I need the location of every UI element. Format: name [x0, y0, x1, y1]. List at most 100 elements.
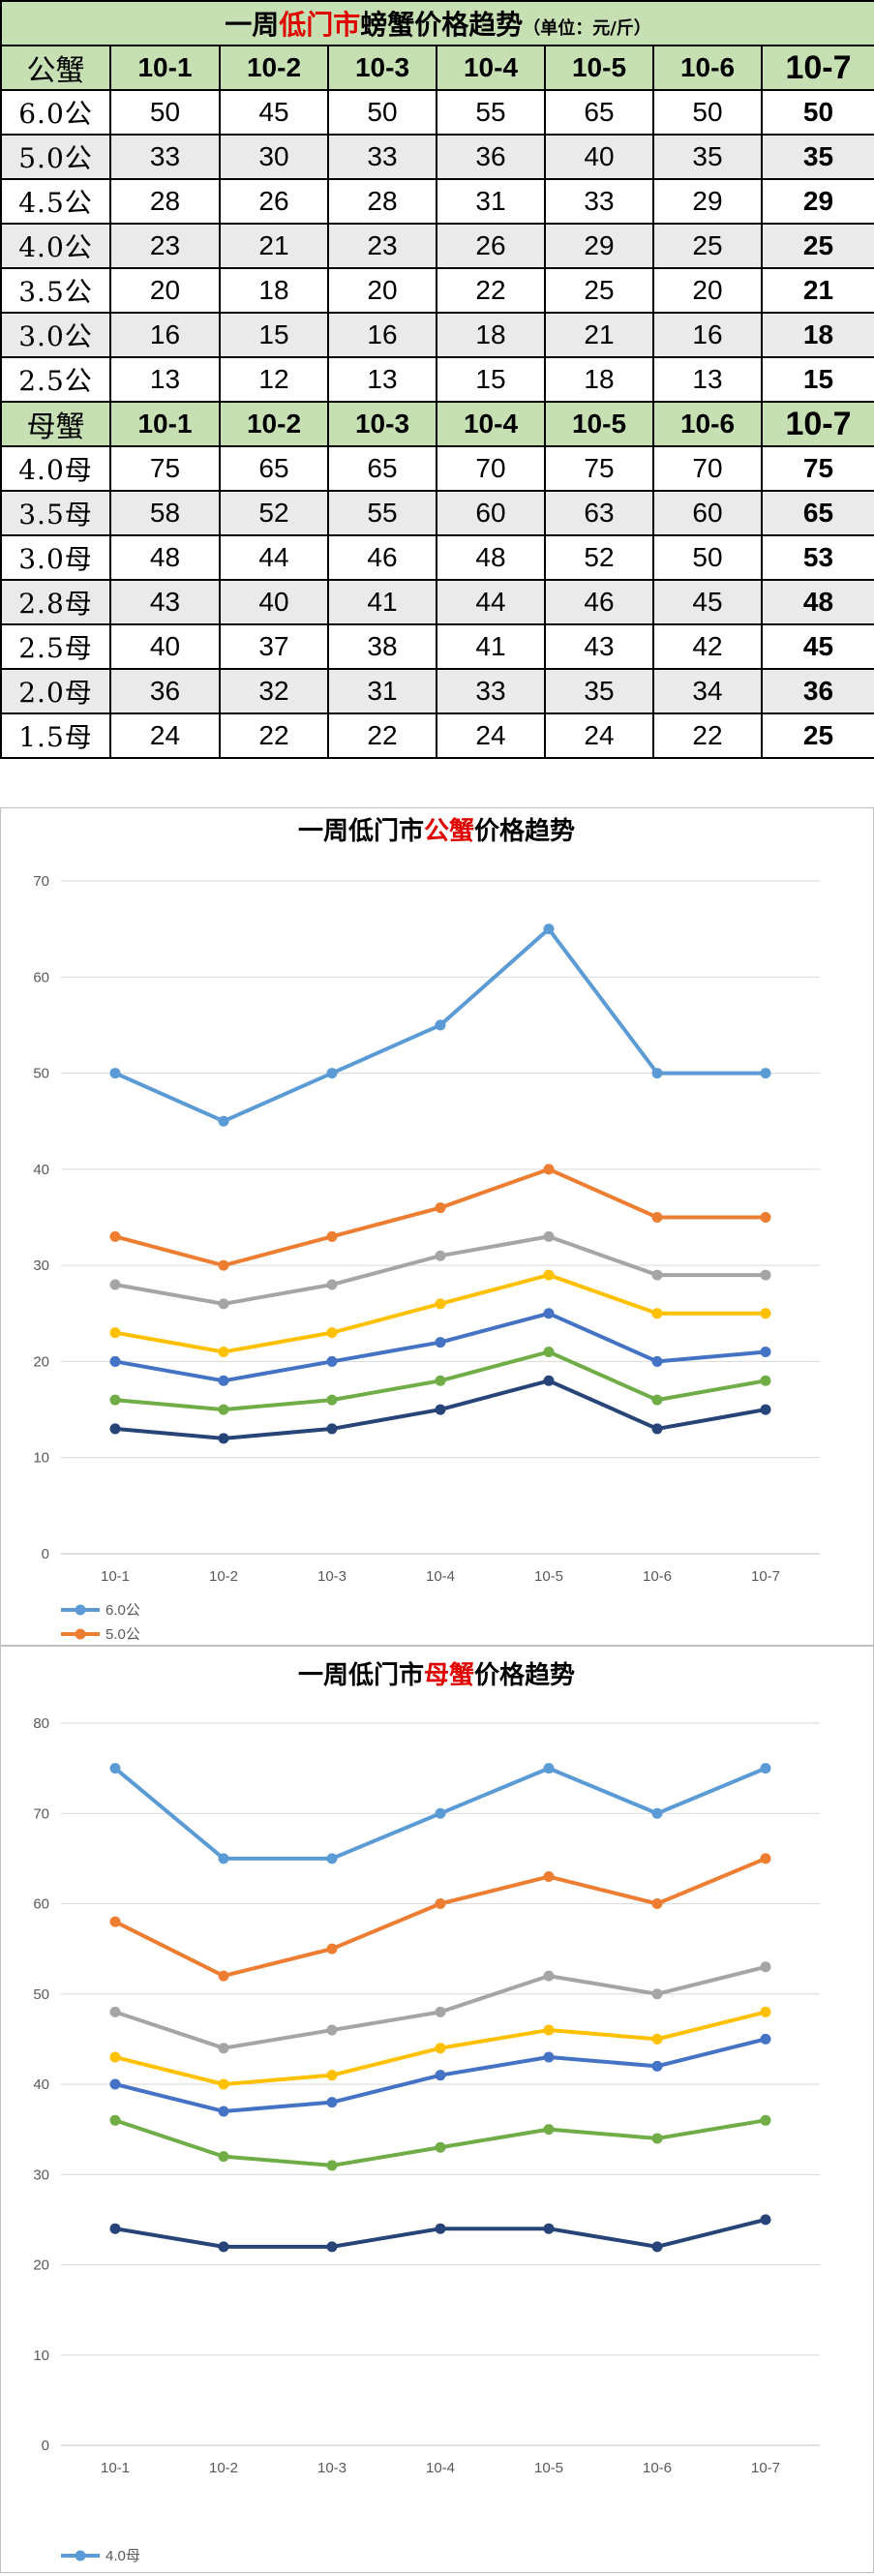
y-tick-label: 10: [33, 2348, 49, 2364]
price-cell: 22: [652, 712, 763, 759]
price-cell: 24: [109, 712, 221, 759]
data-point: [218, 1433, 229, 1444]
date-header: 10-4: [436, 45, 546, 91]
data-point: [109, 1423, 121, 1435]
data-point: [543, 1347, 555, 1357]
data-point: [218, 1115, 229, 1127]
price-cell: 24: [436, 712, 546, 759]
price-cell: 12: [219, 356, 329, 403]
data-point: [109, 1355, 121, 1367]
price-cell: 16: [652, 312, 763, 358]
data-point: [543, 1970, 555, 1982]
row-label: 2.5公: [0, 356, 111, 403]
price-cell: 65: [544, 89, 654, 136]
price-cell: 21: [761, 267, 874, 314]
price-cell: 52: [219, 490, 329, 536]
data-point: [435, 2006, 446, 2017]
price-cell: 18: [436, 312, 546, 358]
price-cell: 21: [219, 223, 329, 269]
data-point: [218, 1404, 229, 1415]
price-cell: 18: [761, 312, 874, 358]
x-tick-label: 10-7: [751, 2460, 780, 2476]
chart-legend: 6.0公 5.0公: [61, 1602, 140, 1643]
x-tick-label: 10-2: [209, 2460, 238, 2476]
price-cell: 29: [652, 178, 763, 225]
table-row: 2.0母 36 32 31 33 35 34 36: [0, 668, 874, 714]
table-row: 4.0公 23 21 23 26 29 25 25: [0, 223, 874, 269]
male-crab-chart-svg: 一周低门市公蟹价格趋势 0 10 20 30 40 50 60 70 10-1 10-2 10-3 10…: [33, 816, 820, 1643]
y-tick-label: 0: [42, 1546, 49, 1562]
data-point: [218, 1259, 229, 1271]
y-tick-label: 30: [33, 1258, 49, 1274]
y-tick-label: 30: [33, 2167, 49, 2183]
y-tick-label: 50: [33, 1986, 49, 2003]
price-cell: 25: [761, 223, 874, 269]
price-cell: 35: [544, 668, 654, 714]
price-cell: 25: [544, 267, 654, 314]
table-row: 4.5公 28 26 28 31 33 29 29: [0, 178, 874, 225]
data-point: [760, 1308, 771, 1319]
data-point: [543, 2024, 555, 2036]
price-cell: 20: [652, 267, 763, 314]
data-point: [651, 1423, 663, 1435]
data-point: [326, 1327, 338, 1339]
data-point: [543, 2223, 555, 2234]
price-cell: 20: [109, 267, 221, 314]
chart-title-highlight: 母蟹: [424, 1660, 474, 1690]
data-point: [435, 1337, 446, 1349]
price-table: 一周低门市螃蟹价格趋势（单位：元/斤） 公蟹 10-1 10-2 10-3 10-4 10-…: [0, 0, 874, 759]
data-point: [543, 1763, 555, 1774]
date-header: 10-7: [761, 401, 874, 447]
price-cell: 37: [219, 623, 329, 670]
data-point: [326, 2097, 338, 2108]
price-cell: 31: [436, 178, 546, 225]
data-point: [435, 1807, 446, 1819]
price-cell: 70: [652, 445, 763, 492]
price-cell: 65: [327, 445, 437, 492]
data-point: [109, 1394, 121, 1406]
data-point: [651, 1988, 663, 2000]
chart-title: 一周低门市母蟹价格趋势: [298, 1660, 575, 1690]
data-point: [760, 1404, 771, 1415]
data-point: [109, 2223, 121, 2234]
data-point: [651, 2241, 663, 2253]
price-cell: 40: [544, 134, 654, 180]
data-point: [760, 1961, 771, 1973]
data-point: [760, 1212, 771, 1223]
row-label: 3.5母: [0, 490, 111, 536]
data-point: [760, 1269, 771, 1281]
data-point: [435, 2223, 446, 2234]
data-point: [651, 1394, 663, 1406]
chart-title: 一周低门市公蟹价格趋势: [298, 816, 575, 846]
data-point: [651, 2060, 663, 2072]
date-header: 10-3: [327, 401, 437, 447]
y-tick-label: 80: [33, 1715, 49, 1732]
price-cell: 33: [109, 134, 221, 180]
table-row: 1.5母 24 22 22 24 24 22 25: [0, 712, 874, 759]
chart-title-left: 一周低门市: [298, 816, 424, 846]
price-cell: 46: [327, 534, 437, 581]
date-header: 10-6: [652, 401, 763, 447]
price-cell: 22: [327, 712, 437, 759]
female-crab-chart: 一周低门市母蟹价格趋势 0 10 20 30 40 50 60 70 80 10-1 10-2 10-3…: [0, 1646, 874, 2573]
data-point: [218, 2043, 229, 2054]
y-tick-label: 40: [33, 1162, 49, 1178]
male-header-row-label: 公蟹: [0, 45, 111, 91]
data-point: [543, 1871, 555, 1883]
date-header: 10-5: [544, 401, 654, 447]
data-point: [109, 1916, 121, 1927]
x-tick-label: 10-4: [426, 2460, 455, 2476]
y-tick-label: 10: [33, 1450, 49, 1467]
data-point: [435, 1404, 446, 1415]
data-point: [326, 1279, 338, 1290]
price-cell: 50: [761, 89, 874, 136]
data-point: [543, 1269, 555, 1281]
data-point: [543, 1164, 555, 1175]
date-header: 10-1: [109, 401, 221, 447]
price-cell: 16: [327, 312, 437, 358]
x-tick-label: 10-6: [643, 1568, 672, 1585]
data-point: [435, 2070, 446, 2081]
price-cell: 60: [652, 490, 763, 536]
price-cell: 13: [652, 356, 763, 403]
price-cell: 33: [436, 668, 546, 714]
